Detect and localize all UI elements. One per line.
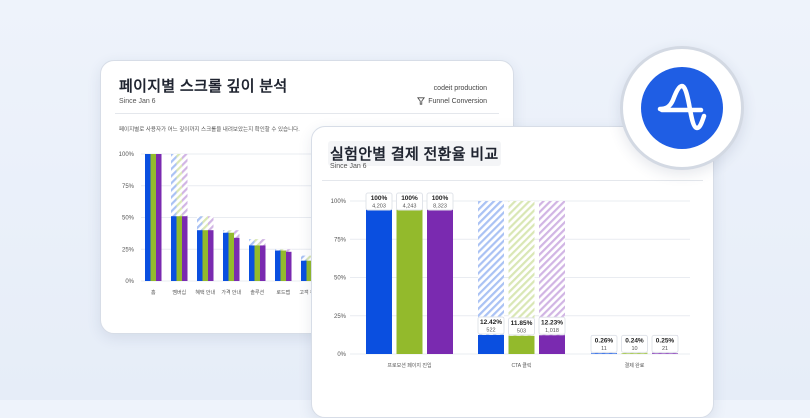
data-label-box [538, 316, 566, 335]
amplitude-logo-icon [657, 83, 707, 131]
x-tick-label: 홈 [151, 289, 156, 296]
bar [171, 216, 177, 281]
data-label-percent: 100% [371, 195, 388, 202]
y-tick-label: 75% [334, 237, 347, 243]
y-tick-label: 0% [337, 352, 346, 358]
bar [260, 245, 266, 281]
data-label-count: 10 [631, 346, 637, 352]
bar [197, 230, 203, 281]
data-label-box [621, 334, 648, 353]
data-label-count: 8,323 [433, 204, 447, 210]
data-label-count: 4,243 [403, 204, 417, 210]
bar [621, 353, 648, 354]
data-label-percent: 11.85% [511, 320, 533, 327]
bar [478, 334, 504, 354]
data-label-box [426, 192, 454, 211]
date-range-label: Since Jan 6 [330, 163, 367, 170]
bar [208, 230, 214, 281]
funnel-label: Funnel Conversion [428, 97, 487, 105]
bar [228, 232, 234, 281]
x-tick-label: 멤버십 [172, 289, 186, 296]
chart-title: 실험안별 결제 전환율 비교 [328, 141, 501, 166]
funnel-type: Funnel Conversion [417, 97, 487, 105]
y-tick-label: 50% [334, 276, 347, 282]
bar [306, 260, 312, 281]
data-label-count: 522 [486, 327, 495, 333]
y-tick-label: 25% [122, 247, 135, 253]
bar [202, 230, 208, 281]
x-tick-label: 프로모션 페이지 진입 [387, 362, 431, 369]
x-tick-label: 가격 안내 [221, 289, 241, 296]
y-tick-label: 100% [331, 199, 347, 205]
bar [254, 245, 260, 281]
data-label-count: 503 [517, 328, 526, 334]
bar [396, 201, 423, 354]
data-label-percent: 0.25% [656, 337, 675, 344]
x-tick-label: 고객 후기 [299, 289, 319, 296]
bar [280, 250, 286, 281]
owner-label: codeit production [433, 85, 487, 92]
x-tick-label: CTA 클릭 [512, 362, 532, 369]
bar [427, 201, 453, 354]
data-label-percent: 0.24% [625, 337, 644, 344]
y-tick-label: 100% [119, 152, 135, 158]
data-label-count: 4,203 [372, 204, 386, 210]
data-label-box [396, 192, 423, 211]
bar [156, 154, 162, 281]
bar [652, 353, 678, 354]
bar [176, 216, 182, 281]
data-label-count: 11 [601, 346, 607, 352]
chart-description: 페이지별로 사용자가 어느 깊이까지 스크롤을 내려보았는지 확인할 수 있습니… [119, 127, 300, 133]
bar [301, 260, 307, 281]
bar [249, 245, 255, 281]
x-tick-label: 로드맵 [276, 289, 290, 296]
amplitude-logo [620, 46, 744, 170]
divider [322, 180, 703, 181]
conversion-chart: 100% 75% 50% 25% 0% 100% 4,203 100% 4,243 100% 8,3… [331, 192, 690, 369]
bar [539, 335, 565, 354]
y-tick-label: 25% [334, 314, 347, 320]
data-label-percent: 100% [432, 195, 449, 202]
data-label-box [508, 317, 535, 336]
x-tick-label: 혜택 안내 [195, 289, 215, 296]
bar [150, 154, 156, 281]
data-label-count: 1,018 [545, 328, 559, 334]
x-tick-label: 솔루션 [250, 289, 264, 296]
data-label-percent: 100% [401, 195, 418, 202]
x-tick-label: 결제 완료 [625, 362, 645, 369]
data-label-box [365, 192, 393, 211]
chart-title: 페이지별 스크롤 깊이 분석 [119, 78, 288, 95]
bar [223, 232, 229, 281]
data-label-box [590, 334, 618, 353]
data-label-count: 21 [662, 346, 668, 352]
data-label-box [477, 316, 505, 335]
bar [591, 353, 617, 354]
bar [275, 250, 281, 281]
date-range-label: Since Jan 6 [119, 98, 156, 105]
divider [115, 113, 499, 114]
funnel-icon [417, 97, 426, 105]
data-label-percent: 12.23% [541, 319, 563, 326]
data-label-percent: 12.42% [480, 319, 502, 326]
y-tick-label: 50% [122, 216, 135, 222]
y-tick-label: 0% [125, 279, 134, 285]
bar [234, 237, 240, 281]
conversion-card: 실험안별 결제 전환율 비교 Since Jan 6 100% 75% 50% 25%… [311, 126, 714, 418]
y-tick-label: 75% [122, 184, 135, 190]
data-label-box [651, 334, 679, 353]
bar [182, 216, 188, 281]
data-label-percent: 0.26% [595, 337, 614, 344]
bar [145, 154, 151, 281]
bar [508, 335, 535, 354]
bar [286, 251, 292, 281]
bar [366, 201, 392, 354]
